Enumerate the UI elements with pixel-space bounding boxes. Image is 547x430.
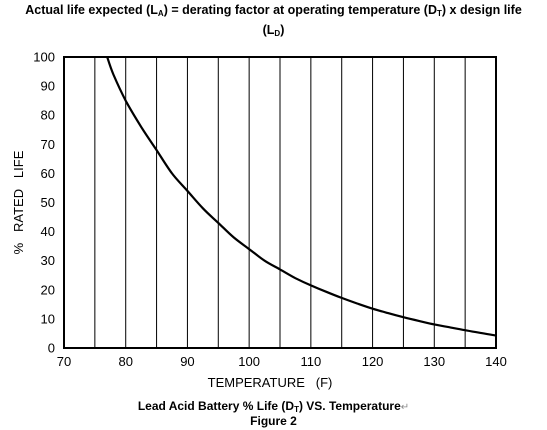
line-chart: 0 10 20 30 40 50 60 70 80 90 100 70 80 90 100 110 120 13… xyxy=(11,50,507,391)
x-tick-label: 70 xyxy=(57,354,71,369)
title-part-b: ) = derating factor at operating tempera… xyxy=(163,3,437,17)
series-line xyxy=(106,56,497,337)
vertical-gridlines xyxy=(94,57,466,348)
x-axis-label: TEMPERATURE (F) xyxy=(208,375,333,390)
title-part-d: (L xyxy=(262,23,275,37)
y-tick-label: 0 xyxy=(48,341,55,356)
y-tick-label: 70 xyxy=(41,137,55,152)
y-tick-label: 50 xyxy=(41,195,55,210)
title-sub-d: D xyxy=(274,29,281,38)
y-tick-label: 20 xyxy=(41,282,55,297)
y-tick-label: 10 xyxy=(41,311,55,326)
caption-part-a: Lead Acid Battery % Life (D xyxy=(137,399,295,413)
x-tick-label: 100 xyxy=(238,354,260,369)
y-tick-label: 60 xyxy=(41,166,55,181)
y-tick-label: 100 xyxy=(33,50,55,65)
y-axis-label: % RATED LIFE xyxy=(11,150,26,254)
x-axis-ticks: 70 80 90 100 110 120 130 140 xyxy=(57,354,507,369)
x-tick-label: 80 xyxy=(118,354,132,369)
plot-frame xyxy=(63,56,497,349)
return-mark: ↵ xyxy=(400,402,410,413)
title-part-e: ) xyxy=(280,23,285,37)
chart-title: Actual life expected (LA) = derating fac… xyxy=(0,2,547,42)
figure-number: Figure 2 xyxy=(250,414,297,428)
y-tick-label: 90 xyxy=(41,79,55,94)
title-sub-a: A xyxy=(157,9,164,18)
x-tick-label: 140 xyxy=(485,354,507,369)
y-axis-ticks: 0 10 20 30 40 50 60 70 80 90 100 xyxy=(33,50,55,356)
y-tick-label: 40 xyxy=(41,224,55,239)
x-tick-label: 120 xyxy=(362,354,384,369)
figure-caption: Lead Acid Battery % Life (DT) VS. Temper… xyxy=(0,399,547,414)
y-tick-label: 80 xyxy=(41,108,55,123)
title-part-a: Actual life expected (L xyxy=(25,3,158,17)
x-tick-label: 110 xyxy=(300,354,321,369)
caption-sub: T xyxy=(294,405,299,414)
caption-part-b: ) VS. Temperature xyxy=(298,399,401,413)
x-tick-label: 130 xyxy=(423,354,445,369)
x-tick-label: 90 xyxy=(180,354,194,369)
title-part-c: ) x design life xyxy=(441,3,522,17)
y-tick-label: 30 xyxy=(41,253,55,268)
title-sub-b: T xyxy=(437,9,442,18)
